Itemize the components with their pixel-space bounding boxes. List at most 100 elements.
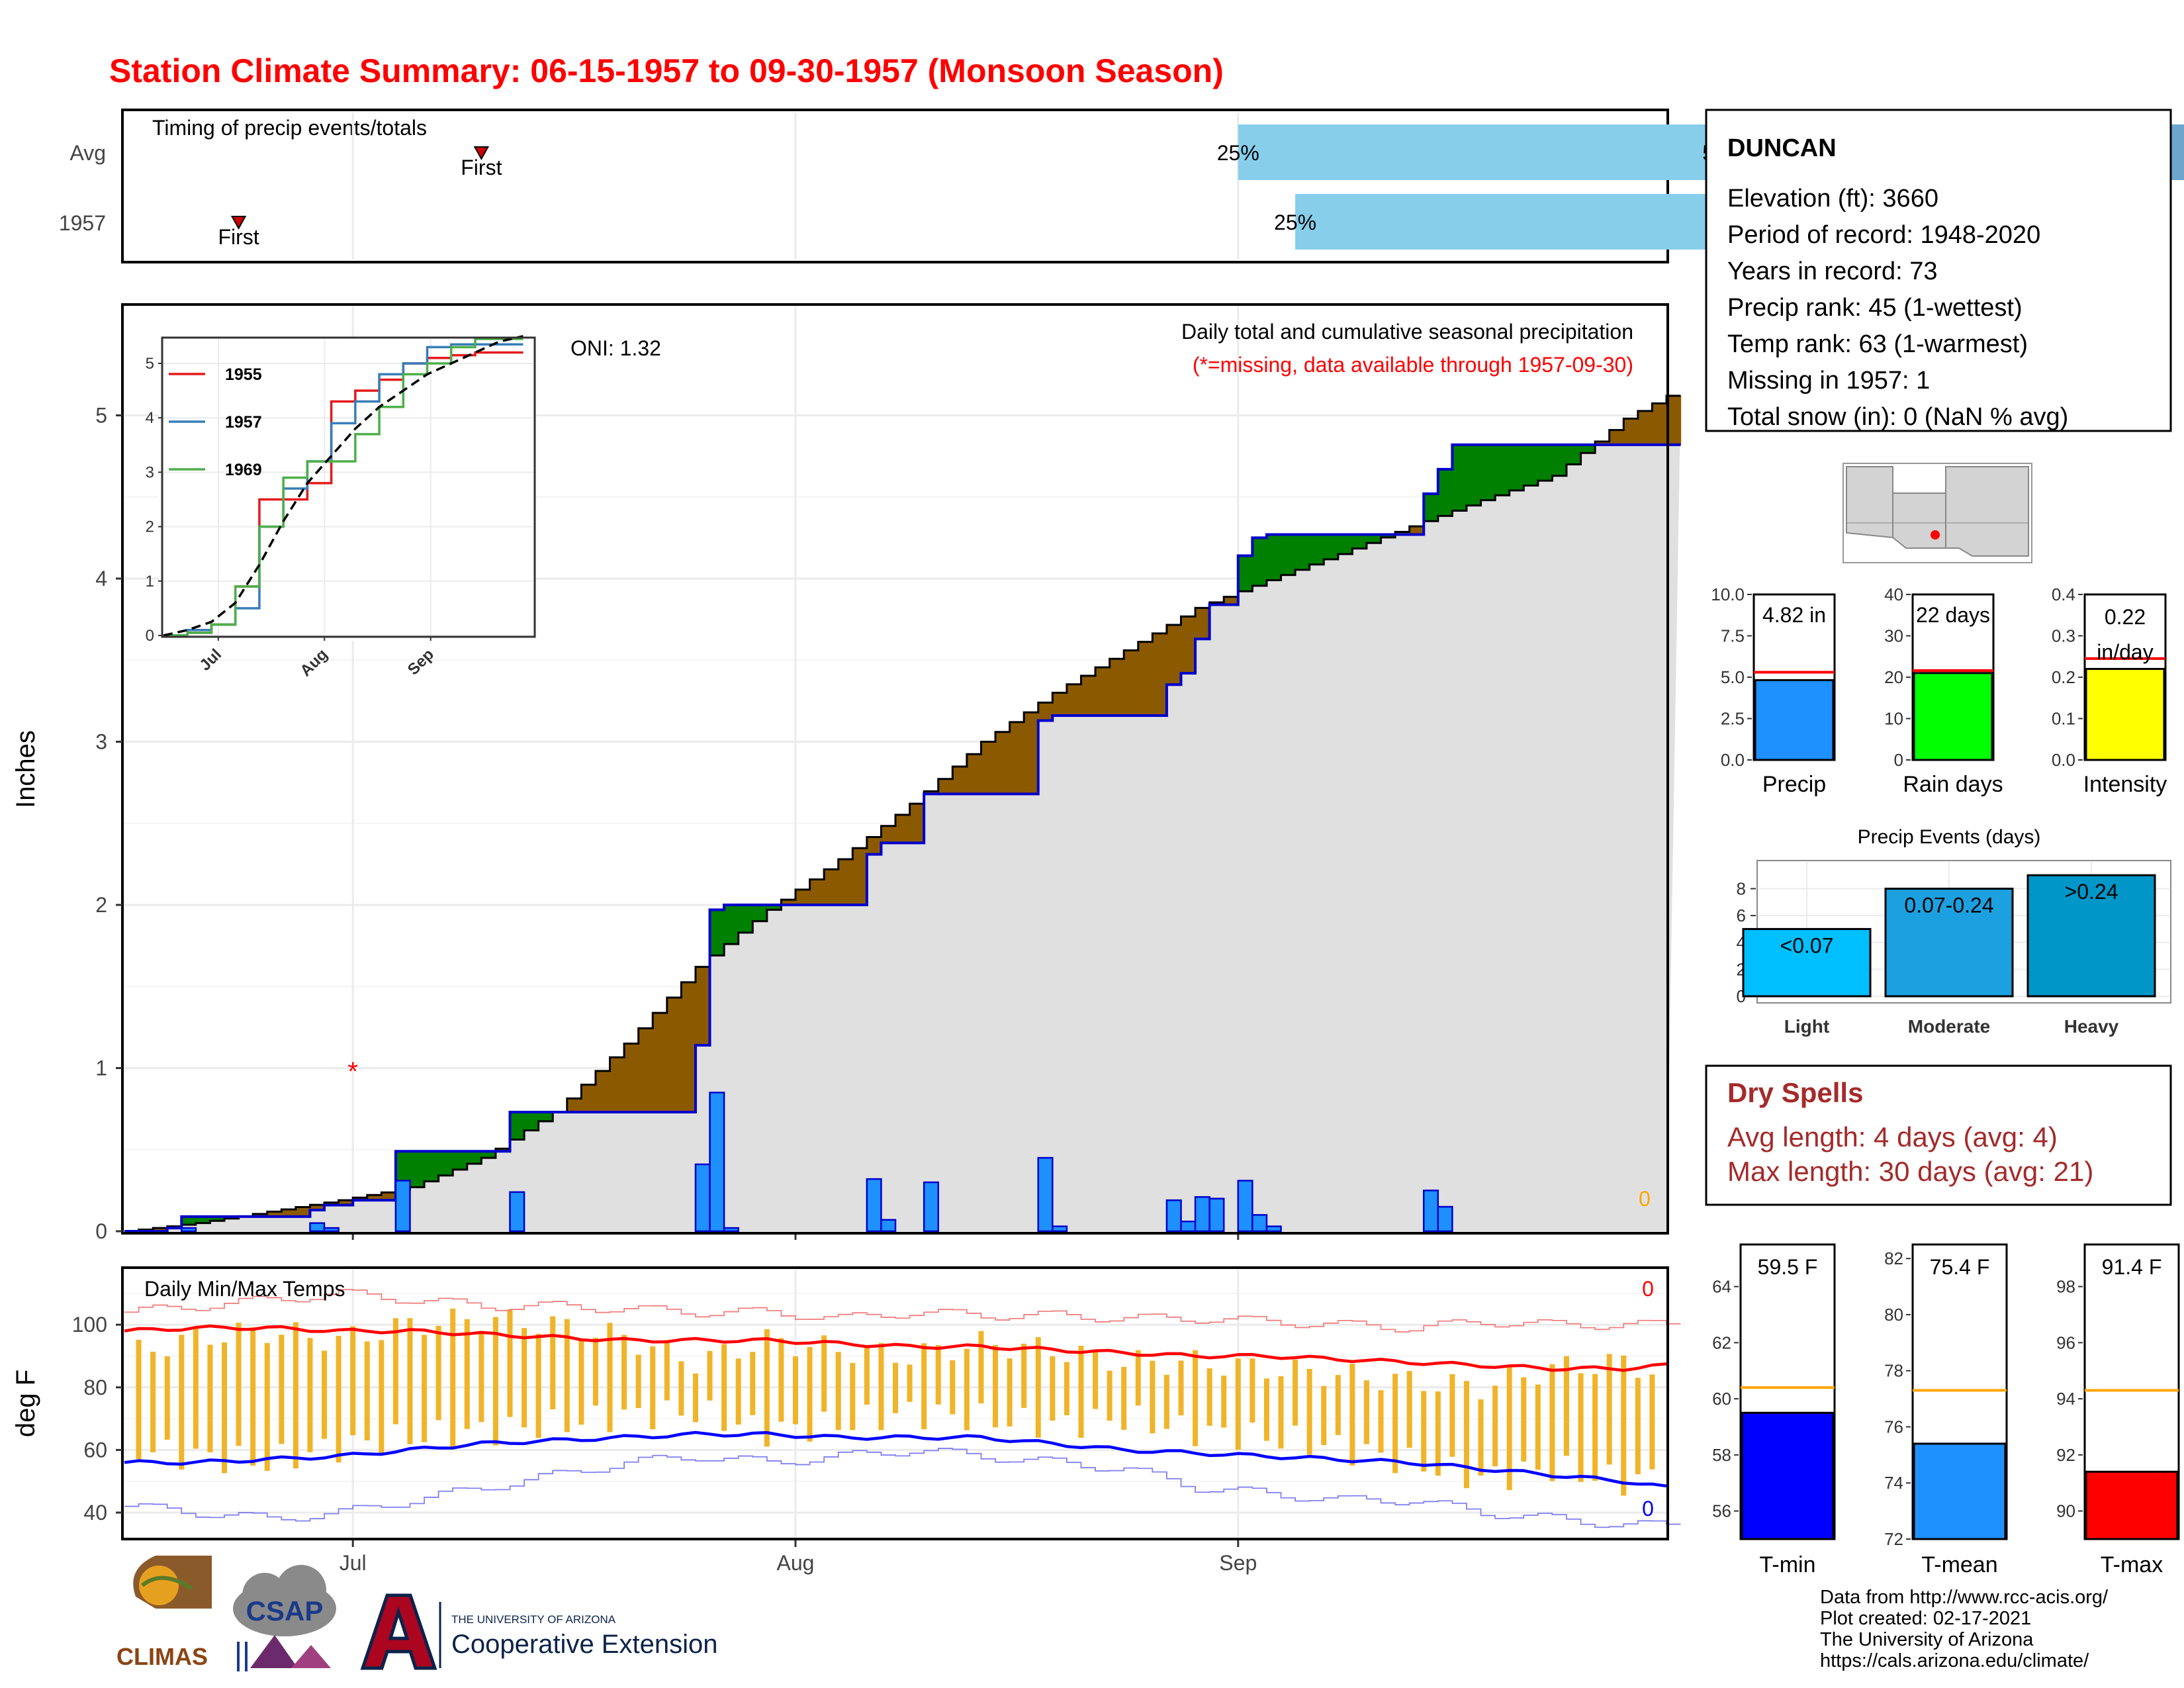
daily-temp-bar <box>664 1340 670 1401</box>
below-avg-fill <box>595 1070 611 1113</box>
daily-precip-bar <box>1437 1205 1453 1233</box>
missing-marker: * <box>347 1057 358 1086</box>
y-tick-label: 74 <box>1884 1473 1903 1493</box>
station-info-box: DUNCAN Elevation (ft): 3660 Period of re… <box>1705 109 2172 432</box>
above-avg-fill <box>195 1216 211 1223</box>
above-avg-fill <box>453 1151 468 1170</box>
daily-temp-bar <box>1449 1374 1455 1457</box>
y-tick-label: 0.0 <box>1721 750 1745 770</box>
daily-temp-bar <box>1078 1346 1084 1438</box>
below-avg-fill <box>1024 712 1039 794</box>
daily-temp-bar <box>1621 1355 1627 1496</box>
below-avg-fill <box>1138 641 1153 716</box>
daily-temp-bar <box>1392 1374 1398 1474</box>
logo-ua-line1: THE UNIVERSITY OF ARIZONA <box>451 1613 616 1626</box>
daily-temp-bar <box>492 1317 498 1446</box>
y-tick-label: 82 <box>1884 1248 1903 1268</box>
above-avg-fill <box>1566 444 1582 465</box>
summary-bar-Precip <box>1754 679 1835 761</box>
daily-temp-bar <box>735 1358 741 1425</box>
precip-event-bar-Light <box>1742 927 1872 998</box>
locator-map <box>1843 463 2032 563</box>
y-tick-label: 100 <box>72 1313 107 1336</box>
above-avg-fill <box>1509 444 1524 491</box>
daily-temp-bar <box>222 1342 228 1474</box>
daily-temp-bar <box>478 1331 484 1423</box>
station-location-marker <box>1931 530 1940 539</box>
y-tick-label: 60 <box>83 1438 107 1462</box>
inset-y-tick-label: 4 <box>146 409 154 427</box>
timing-first-label: First <box>218 225 259 249</box>
above-avg-fill <box>510 1112 525 1140</box>
above-avg-fill <box>1238 555 1253 592</box>
footer-line: https://cals.arizona.edu/climate/ <box>1820 1650 2089 1671</box>
below-avg-fill <box>1195 608 1210 639</box>
daily-temp-bar <box>778 1338 784 1422</box>
temp-ylabel: deg F <box>11 1370 40 1437</box>
daily-temp-bar <box>322 1350 328 1439</box>
below-avg-fill <box>952 766 968 794</box>
below-avg-fill <box>267 1211 282 1217</box>
daily-temp-bar <box>1492 1385 1498 1467</box>
daily-temp-bar <box>1649 1374 1655 1470</box>
above-avg-fill <box>1309 534 1324 565</box>
temp-summary-label: T-max <box>2101 1552 2163 1577</box>
inset-legend-label: 1957 <box>225 413 262 432</box>
daily-temp-bar <box>407 1318 413 1444</box>
daily-temp-bar <box>721 1344 727 1431</box>
precip-panel: Inches 0 1 2 3 4 5 Daily total and cumulative… <box>11 303 1682 1243</box>
below-avg-fill <box>1637 410 1653 445</box>
station-line: Elevation (ft): 3660 <box>1727 185 1938 212</box>
daily-temp-bar <box>1335 1375 1341 1435</box>
below-avg-fill <box>981 741 996 794</box>
timing-first-label: First <box>461 156 502 179</box>
daily-temp-bar <box>364 1341 370 1440</box>
daily-temp-bar <box>350 1326 356 1436</box>
inset-legend-label: 1955 <box>225 365 262 384</box>
daily-temp-bar <box>1250 1358 1255 1423</box>
above-avg-fill <box>1466 444 1482 506</box>
precip-ylabel: Inches <box>11 730 40 808</box>
below-avg-fill <box>1623 418 1639 445</box>
daily-temp-bar <box>1121 1366 1127 1430</box>
temp-missing-max: 0 <box>1642 1277 1654 1301</box>
y-tick-label: 2 <box>95 893 107 917</box>
y-tick-label: 96 <box>2056 1333 2075 1352</box>
below-avg-fill <box>1009 722 1024 794</box>
daily-temp-bar <box>1150 1360 1156 1434</box>
daily-temp-bar <box>522 1328 527 1428</box>
y-tick-label: 6 <box>1737 906 1746 925</box>
above-avg-fill <box>752 905 768 921</box>
daily-temp-bar <box>193 1327 199 1449</box>
y-tick-label: 56 <box>1712 1501 1731 1521</box>
above-avg-fill <box>1452 444 1467 511</box>
above-avg-fill <box>1324 534 1339 559</box>
daily-temp-bar <box>1050 1356 1056 1421</box>
avg-cumulative-area <box>124 395 1681 1232</box>
inset-y-tick-label: 3 <box>146 463 154 481</box>
precip-event-bar-Moderate <box>1884 888 2014 998</box>
daily-temp-bar <box>678 1361 684 1416</box>
below-avg-fill <box>610 1057 625 1113</box>
below-avg-fill <box>1595 441 1610 445</box>
above-avg-fill <box>1266 534 1282 581</box>
y-tick-label: 80 <box>1884 1305 1903 1325</box>
daily-precip-bar <box>1208 1197 1225 1233</box>
daily-temp-bar <box>1578 1373 1584 1482</box>
temp-summary-bar-T-max <box>2085 1470 2179 1540</box>
daily-temp-bar <box>1064 1362 1069 1415</box>
y-tick-label: 98 <box>2056 1277 2075 1297</box>
y-tick-label: 8 <box>1737 879 1746 899</box>
daily-temp-bar <box>893 1362 898 1413</box>
above-avg-fill <box>438 1151 453 1176</box>
timing-first-marker <box>230 216 247 230</box>
daily-temp-bar <box>607 1323 613 1432</box>
station-line: Total snow (in): 0 (NaN % avg) <box>1727 403 2068 431</box>
precip-event-range: >0.24 <box>2065 880 2118 904</box>
precip-event-label: Heavy <box>2064 1016 2119 1037</box>
footer-line: Data from http://www.rcc-acis.org/ <box>1820 1587 2109 1608</box>
y-tick-label: 0 <box>95 1219 107 1243</box>
logo-climas: CLIMAS <box>116 1556 212 1670</box>
y-tick-label: 0.3 <box>2052 626 2075 646</box>
